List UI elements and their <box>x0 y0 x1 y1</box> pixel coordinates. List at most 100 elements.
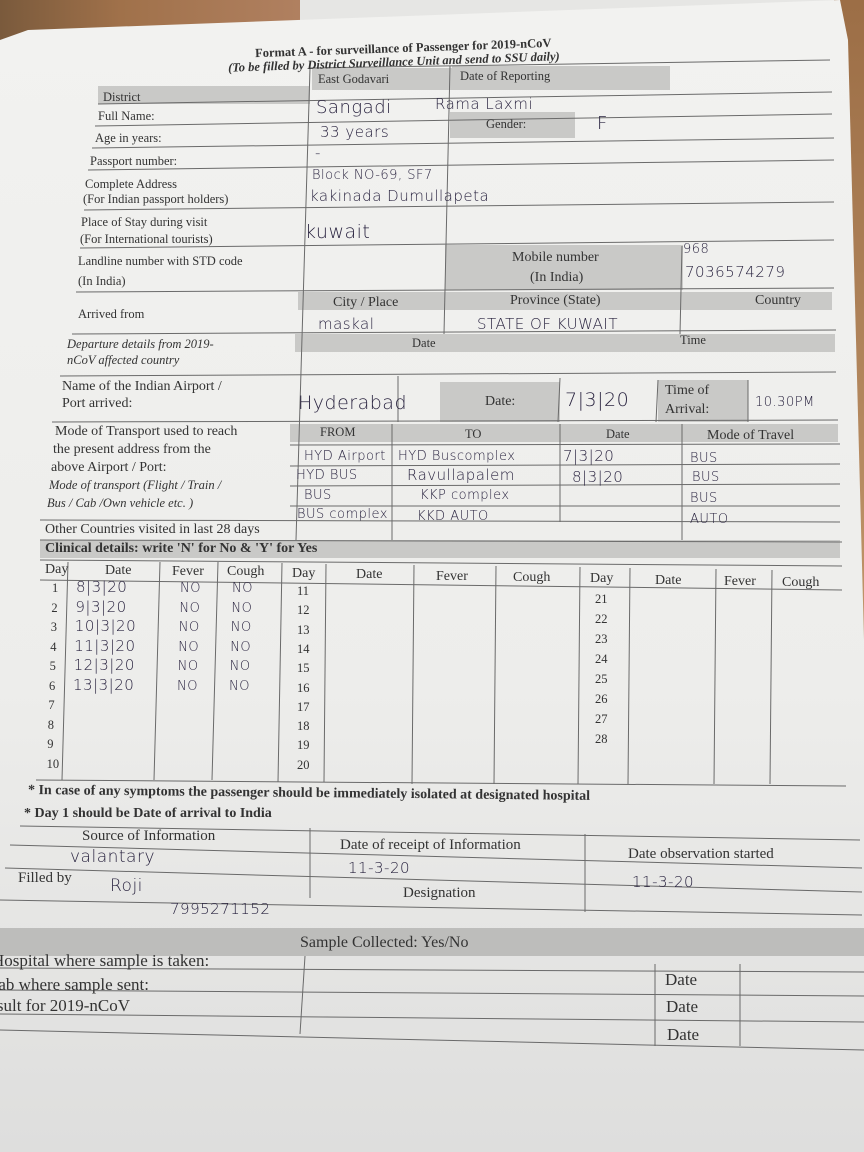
clinical-8: 19 <box>297 738 310 753</box>
gender-value: F <box>597 113 608 134</box>
lab-label: Lab where sample sent: <box>0 975 149 994</box>
clinical-heading: Clinical details: write 'N' for No & 'Y'… <box>45 541 318 556</box>
day-number: 4 <box>50 639 57 654</box>
fever-header: Fever <box>172 564 204 579</box>
clinical-date: 13|3|20 <box>73 675 135 694</box>
transport-mode: BUS <box>690 451 718 466</box>
stay-label-note: (For International tourists) <box>80 232 213 246</box>
transport-label: Mode of Transport used to reach <box>55 424 238 439</box>
airport-date-label: Date: <box>485 394 516 409</box>
clinical-0: 11 <box>297 584 310 598</box>
clinical-5: 26 <box>595 692 608 706</box>
clinical-7: 28 <box>595 732 608 746</box>
result-label: Result for 2019-nCoV <box>0 996 131 1015</box>
stay-value: kuwait <box>305 221 371 243</box>
full-name-last: Rama Laxmi <box>435 95 534 113</box>
filled-by-label: Filled by <box>18 870 72 886</box>
shade <box>298 292 832 310</box>
shade <box>40 540 840 558</box>
clinical-fever: NO <box>178 620 200 635</box>
day-number: 8 <box>47 717 55 732</box>
clinical-2: 23 <box>595 632 608 646</box>
full-name-label: Full Name: <box>98 109 155 123</box>
province-value: STATE OF KUWAIT <box>477 315 618 333</box>
clinical-fever: NO <box>180 581 201 596</box>
stay-label: Place of Stay during visit <box>81 215 208 229</box>
transport-from: HYD Airport <box>304 449 386 464</box>
airport-value: Hyderabad <box>298 392 407 414</box>
clinical-7: 18 <box>297 719 310 734</box>
shade <box>658 380 748 422</box>
airport-label: Name of the Indian Airport / <box>62 379 222 394</box>
clinical-date: 12|3|20 <box>73 656 135 674</box>
clinical-3: 24 <box>595 652 608 666</box>
mobile-value: 7036574279 <box>685 263 786 281</box>
mobile-code: 968 <box>683 242 710 257</box>
country-label: Country <box>755 293 801 308</box>
filled-by-phone: 7995271152 <box>170 900 271 918</box>
clinical-cough: NO <box>230 639 252 655</box>
departure-label-2: nCoV affected country <box>67 353 180 367</box>
transport-label-5: Bus / Cab /Own vehicle etc. ) <box>47 496 194 510</box>
from-header: FROM <box>320 425 356 439</box>
landline-label: Landline number with STD code <box>78 254 243 268</box>
gender-label: Gender: <box>486 117 527 131</box>
source-label: Source of Information <box>82 828 216 844</box>
time-arrival-label-2: Arrival: <box>665 402 710 417</box>
clinical-date: 8|3|20 <box>76 578 128 596</box>
day-number: 6 <box>49 678 56 693</box>
transport-to: KKD AUTO <box>417 509 489 524</box>
address-line-1: Block NO-69, SF7 <box>312 168 433 183</box>
transport-mode: AUTO <box>690 512 729 527</box>
note-day1: * Day 1 should be Date of arrival to Ind… <box>24 806 272 821</box>
province-label: Province (State) <box>510 293 601 308</box>
other-countries-label: Other Countries visited in last 28 days <box>45 522 260 537</box>
clinical-fever: NO <box>177 678 198 694</box>
clinical-5: 16 <box>297 680 310 695</box>
clinical-fever: NO <box>177 659 199 674</box>
clinical-cough: NO <box>229 659 251 674</box>
receipt-label: Date of receipt of Information <box>340 837 521 853</box>
source-value: valantary <box>70 847 156 867</box>
age-value: 33 years <box>320 123 390 141</box>
arrived-from-label: Arrived from <box>78 307 145 321</box>
cough-header: Cough <box>513 570 551 585</box>
shade <box>445 245 683 290</box>
filled-by-value: Roji <box>110 876 143 896</box>
cough-header: Cough <box>227 564 265 579</box>
clinical-cough: NO <box>231 600 253 616</box>
city-label: City / Place <box>333 295 399 310</box>
shade <box>295 334 835 352</box>
clinical-2: 13 <box>297 622 310 637</box>
clinical-date: 10|3|20 <box>74 617 137 635</box>
clinical-1: 12 <box>297 603 310 618</box>
clinical-cough: NO <box>230 620 252 635</box>
passport-label: Passport number: <box>90 154 178 168</box>
city-value: maskal <box>318 315 375 333</box>
shade <box>290 424 838 442</box>
shade <box>0 928 864 956</box>
day-header: Day <box>292 566 316 581</box>
observation-label: Date observation started <box>628 846 774 862</box>
shade <box>450 112 575 138</box>
transport-date: 8|3|20 <box>572 468 624 486</box>
fever-header: Fever <box>436 569 468 584</box>
mobile-label: Mobile number <box>512 250 599 265</box>
day-number: 10 <box>46 756 60 771</box>
airport-label-2: Port arrived: <box>62 396 133 411</box>
transport-mode: BUS <box>690 491 718 506</box>
address-label-note: (For Indian passport holders) <box>83 192 229 206</box>
transport-mode: BUS <box>692 470 720 485</box>
time-arrival-label: Time of <box>665 383 710 398</box>
departure-time-label: Time <box>680 333 706 347</box>
mobile-label-note: (In India) <box>530 270 584 285</box>
day-number: 9 <box>47 737 54 751</box>
clinical-date: 11|3|20 <box>74 636 136 655</box>
mode-of-travel-header: Mode of Travel <box>707 428 795 443</box>
departure-date-label: Date <box>412 336 436 350</box>
clinical-fever: NO <box>179 600 201 616</box>
day-number: 5 <box>49 659 56 673</box>
clinical-6: 27 <box>595 712 608 726</box>
clinical-1: 22 <box>595 612 608 626</box>
designation-label: Designation <box>403 885 476 901</box>
